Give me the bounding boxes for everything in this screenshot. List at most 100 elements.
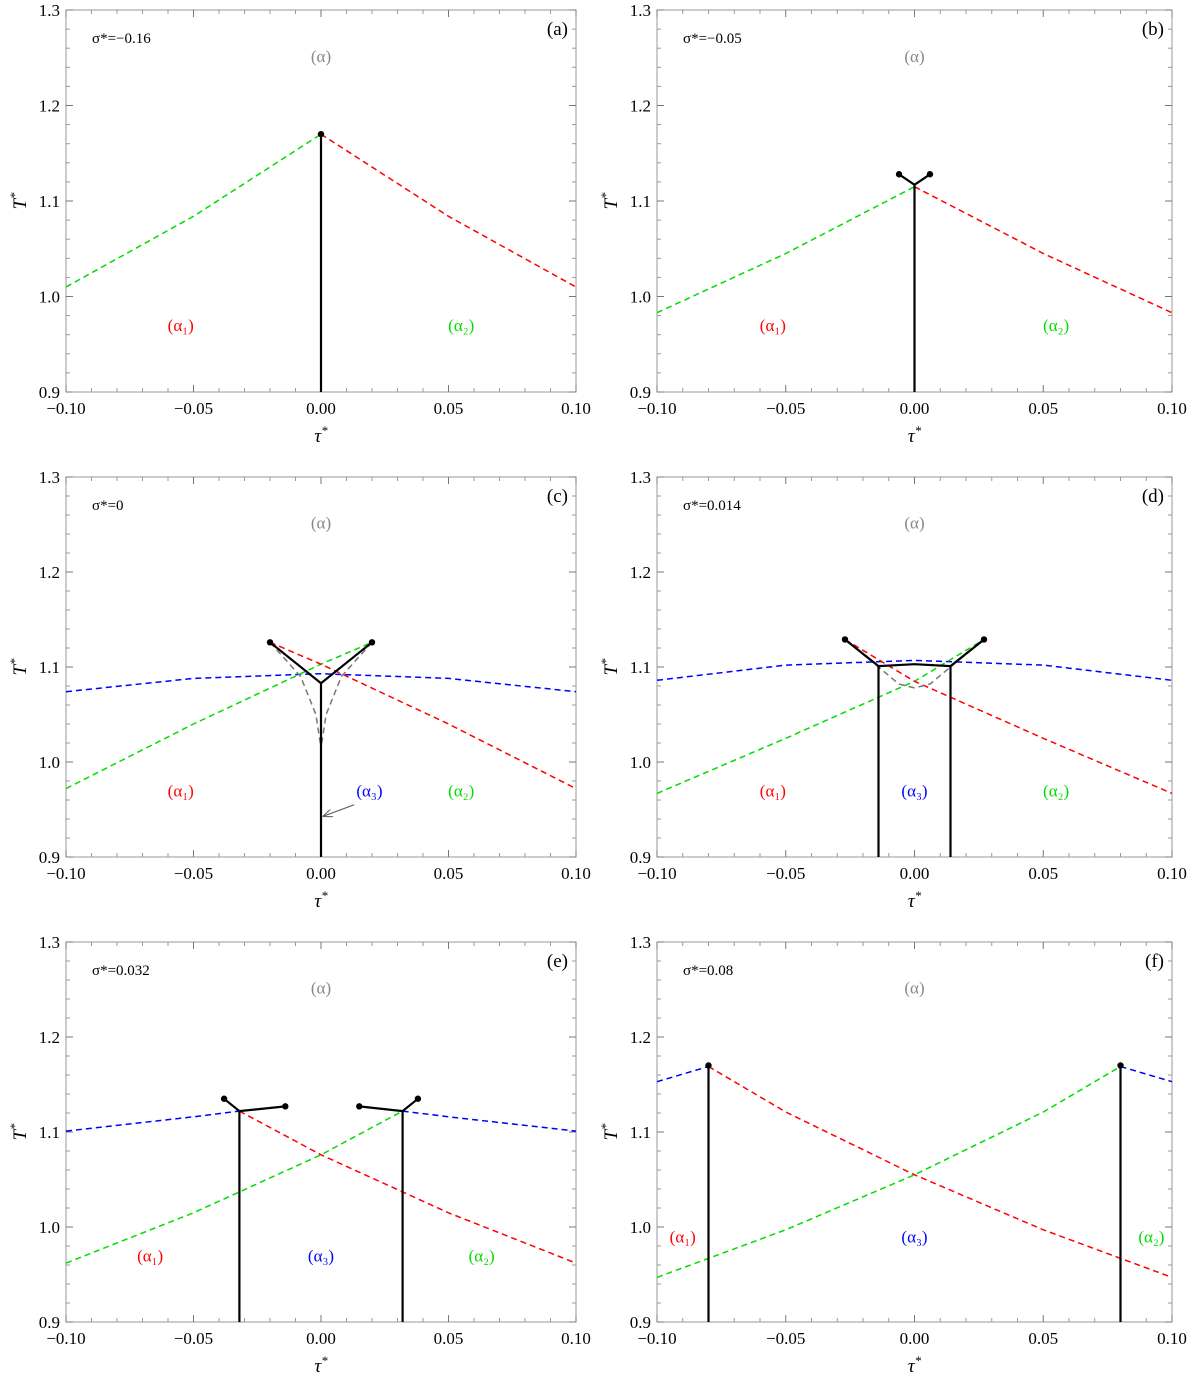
x-tick-label: 0.00 [306, 864, 336, 883]
phase-label-alpha3: (α₃) [356, 782, 382, 801]
phase-label-alpha: (α) [311, 979, 331, 998]
y-tick-label: 0.9 [630, 383, 651, 402]
x-tick-label: −0.05 [174, 399, 213, 418]
x-axis-superscript: * [321, 1353, 328, 1368]
panel-c: −0.10 −0.05 0.00 0.05 0.100.91.01.11.21.3τ*T… [7, 468, 591, 912]
phase-label-alpha1: (α₁) [760, 782, 786, 801]
x-tick-label: 0.10 [1157, 864, 1187, 883]
y-axis-superscript: * [7, 1123, 22, 1130]
y-axis-label: T* [598, 1123, 622, 1141]
pointer-arrow [324, 804, 355, 816]
phase-label-alpha: (α) [904, 514, 924, 533]
panel-tag: (e) [547, 951, 568, 972]
critical-point-dot [368, 639, 376, 646]
panel-a: −0.10 −0.05 0.00 0.05 0.100.91.01.11.21.3τ*T… [7, 1, 591, 447]
x-tick-label: 0.05 [434, 864, 464, 883]
alpha1-dashed-curve [708, 1065, 1173, 1279]
alpha1-dashed-curve [844, 638, 1173, 795]
x-tick-label: 0.05 [1028, 864, 1058, 883]
phase-label-alpha2: (α₂) [1138, 1228, 1164, 1247]
metastable-dashed-curve [320, 641, 373, 748]
y-tick-label: 1.1 [630, 1123, 651, 1142]
x-tick-label: 0.00 [900, 1329, 930, 1348]
y-tick-label: 1.3 [39, 468, 60, 487]
y-tick-label: 0.9 [630, 1313, 651, 1332]
x-axis-symbol: τ [314, 426, 322, 447]
y-tick-label: 1.2 [39, 1028, 60, 1047]
sigma-value-label: σ*=0.014 [683, 498, 741, 514]
y-axis-symbol: T [10, 1129, 31, 1141]
y-tick-label: 1.1 [630, 658, 651, 677]
y-tick-label: 1.3 [39, 933, 60, 952]
phase-label-alpha1: (α₁) [760, 316, 786, 335]
alpha2-dashed-curve [65, 1110, 403, 1264]
y-tick-label: 1.2 [39, 97, 60, 116]
x-axis-symbol: τ [908, 426, 916, 447]
y-tick-label: 1.2 [630, 97, 651, 116]
panel-tag: (b) [1142, 19, 1164, 40]
alpha3-dashed-curve [656, 1065, 709, 1083]
y-tick-label: 1.0 [39, 288, 60, 307]
phase-label-alpha1: (α₁) [137, 1247, 163, 1266]
y-axis-symbol: T [601, 1129, 622, 1141]
alpha1-dashed-curve [239, 1110, 577, 1264]
y-tick-label: 1.2 [39, 563, 60, 582]
x-tick-label: 0.10 [1157, 1329, 1187, 1348]
y-tick-label: 1.1 [39, 192, 60, 211]
x-axis-superscript: * [321, 888, 328, 903]
y-tick-label: 1.1 [630, 192, 651, 211]
y-axis-superscript: * [7, 658, 22, 665]
y-tick-label: 1.2 [630, 1028, 651, 1047]
x-tick-label: 0.05 [1028, 399, 1058, 418]
x-axis-label: τ* [314, 1353, 328, 1377]
critical-point-dot [705, 1062, 712, 1069]
x-tick-label: 0.10 [561, 864, 591, 883]
sigma-value-label: σ*=0.08 [683, 963, 733, 979]
alpha3-dashed-curve [1120, 1065, 1173, 1083]
critical-point-dot [841, 636, 849, 643]
y-axis-superscript: * [598, 1123, 613, 1130]
panel-tag: (f) [1145, 951, 1164, 972]
x-tick-label: 0.10 [1157, 399, 1187, 418]
x-tick-label: −0.10 [637, 1329, 676, 1348]
phase-label-alpha3: (α₃) [901, 782, 927, 801]
panel-f: −0.10 −0.05 0.00 0.05 0.100.91.01.11.21.3τ*T… [598, 933, 1187, 1377]
alpha1-dashed-curve [320, 133, 577, 288]
x-axis-symbol: τ [908, 891, 916, 912]
phase-label-alpha3: (α₃) [901, 1228, 927, 1247]
x-tick-label: −0.05 [766, 399, 805, 418]
y-tick-label: 1.3 [630, 468, 651, 487]
x-tick-label: −0.05 [766, 1329, 805, 1348]
alpha2-dashed-curve [656, 638, 985, 795]
phase-label-alpha2: (α₂) [448, 316, 474, 335]
x-axis-superscript: * [915, 1353, 922, 1368]
y-axis-symbol: T [10, 664, 31, 676]
alpha3-dashed-curve [656, 659, 1173, 682]
panel-b: −0.10 −0.05 0.00 0.05 0.100.91.01.11.21.3τ*T… [598, 1, 1187, 447]
y-tick-label: 0.9 [39, 1313, 60, 1332]
y-tick-label: 1.1 [39, 658, 60, 677]
x-axis-symbol: τ [314, 891, 322, 912]
y-tick-label: 1.0 [630, 1218, 651, 1237]
critical-point-dot [220, 1095, 228, 1102]
phase-label-alpha2: (α₂) [1043, 316, 1069, 335]
plot-frame [65, 941, 577, 1323]
y-tick-label: 0.9 [630, 848, 651, 867]
plot-frame [656, 476, 1173, 858]
alpha2-dashed-curve [65, 133, 322, 288]
phase-boundary-line [359, 1097, 419, 1113]
x-axis-label: τ* [908, 423, 922, 447]
alpha2-dashed-curve [656, 1065, 1121, 1279]
phase-label-alpha2: (α₂) [469, 1247, 495, 1266]
x-tick-label: 0.10 [561, 399, 591, 418]
metastable-dashed-curve [269, 641, 322, 748]
y-tick-label: 1.0 [630, 753, 651, 772]
critical-point-dot [282, 1103, 289, 1110]
x-tick-label: −0.10 [46, 864, 85, 883]
y-tick-label: 0.9 [39, 848, 60, 867]
x-axis-label: τ* [908, 888, 922, 912]
panel-tag: (d) [1142, 486, 1164, 507]
x-tick-label: 0.00 [306, 399, 336, 418]
x-axis-label: τ* [908, 1353, 922, 1377]
y-axis-label: T* [7, 658, 31, 676]
